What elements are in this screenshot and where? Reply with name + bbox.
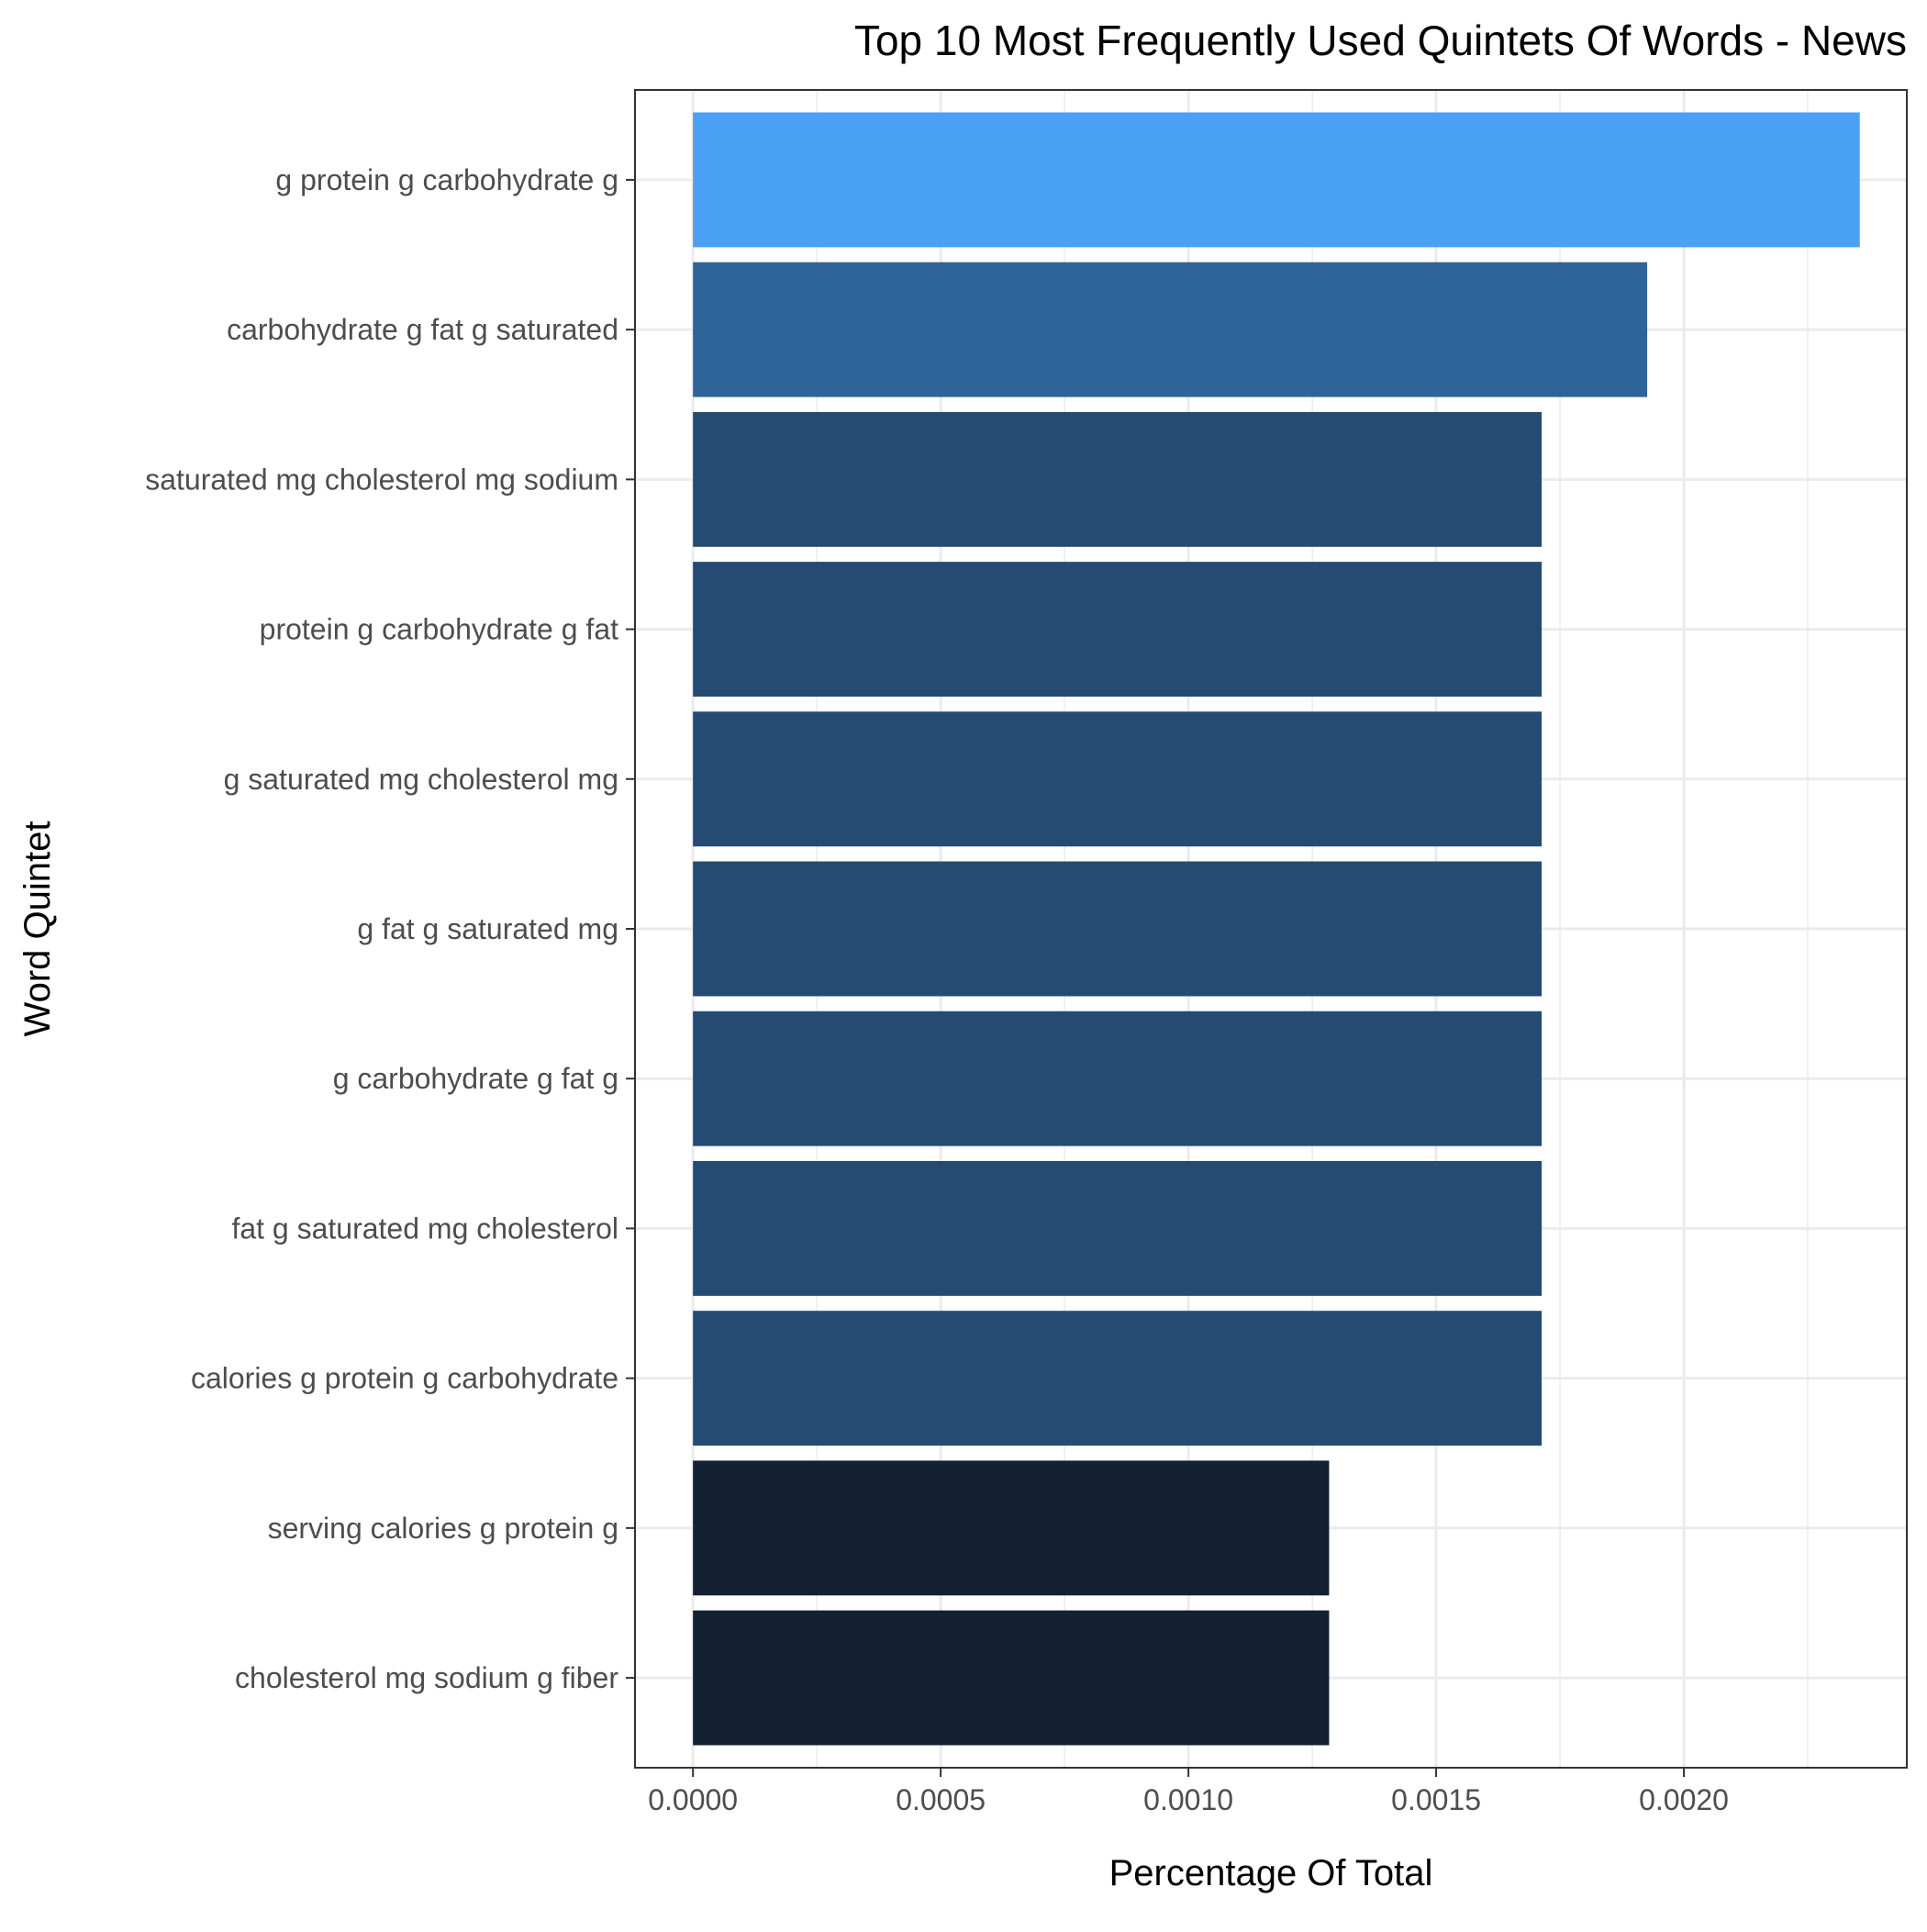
x-tick-label: 0.0015 — [1391, 1783, 1481, 1816]
x-axis: 0.0000 0.0005 0.0010 0.0015 0.0020 — [648, 1768, 1729, 1816]
y-tick-label: g fat g saturated mg — [357, 912, 618, 945]
x-axis-title: Percentage Of Total — [1109, 1853, 1433, 1893]
chart-title: Top 10 Most Frequently Used Quintets Of … — [854, 17, 1907, 64]
y-tick-label: serving calories g protein g — [268, 1512, 618, 1545]
y-tick-label: cholesterol mg sodium g fiber — [235, 1661, 618, 1694]
bar — [693, 1011, 1543, 1146]
y-axis: g protein g carbohydrate g carbohydrate g… — [145, 163, 635, 1694]
bar — [693, 861, 1543, 997]
y-tick-label: calories g protein g carbohydrate — [191, 1362, 618, 1395]
bar — [693, 1311, 1543, 1446]
bar — [693, 1160, 1543, 1296]
y-axis-title: Word Quintet — [17, 821, 58, 1037]
bar — [693, 562, 1543, 698]
bars — [693, 112, 1860, 1746]
x-tick-label: 0.0020 — [1639, 1783, 1729, 1816]
y-tick-label: fat g saturated mg cholesterol — [231, 1212, 618, 1245]
bar — [693, 1460, 1330, 1596]
y-tick-label: g protein g carbohydrate g — [275, 163, 618, 196]
bar — [693, 112, 1860, 248]
y-tick-label: g saturated mg cholesterol mg — [224, 763, 618, 796]
x-tick-label: 0.0000 — [648, 1783, 738, 1816]
y-tick-label: saturated mg cholesterol mg sodium — [145, 463, 618, 496]
y-tick-label: protein g carbohydrate g fat — [260, 613, 618, 646]
x-tick-label: 0.0005 — [896, 1783, 986, 1816]
bar — [693, 711, 1543, 847]
y-tick-label: carbohydrate g fat g saturated — [227, 313, 618, 346]
x-tick-label: 0.0010 — [1143, 1783, 1233, 1816]
bar — [693, 1610, 1330, 1746]
bar — [693, 411, 1543, 547]
bar — [693, 262, 1648, 397]
y-tick-label: g carbohydrate g fat g — [333, 1062, 618, 1095]
